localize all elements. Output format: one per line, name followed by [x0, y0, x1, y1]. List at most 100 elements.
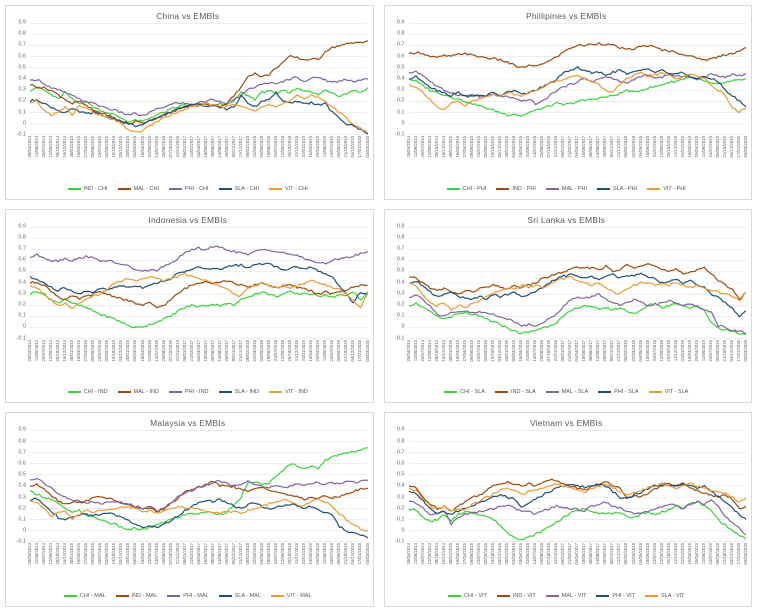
- x-tick-label: 31/05/2016: [524, 136, 530, 158]
- x-tick-label: 03/03/2020: [742, 543, 748, 565]
- x-tick-label: 31/07/2018: [651, 543, 657, 565]
- legend-line-swatch: [598, 391, 612, 394]
- legend-entry: MAL - SLA: [545, 389, 588, 395]
- x-tick-label: 18/04/2016: [517, 339, 523, 362]
- x-tick-label: 25/10/2018: [287, 136, 293, 158]
- x-tick-label: 27/04/2015: [461, 339, 467, 362]
- x-tick-label: 17/01/2020: [735, 136, 741, 158]
- x-tick-label: 18/05/2017: [202, 136, 208, 158]
- x-tick-label: 17/01/2020: [735, 543, 741, 565]
- legend-line-swatch: [644, 594, 658, 597]
- x-tick-label: 22/03/2018: [251, 543, 257, 565]
- y-tick-label: 0.8: [396, 437, 405, 444]
- x-tick-label: 22/03/2018: [630, 339, 636, 362]
- legend-label: SLA - IND: [234, 389, 259, 396]
- x-tick-label: 07/10/2016: [545, 136, 551, 158]
- y-tick-label: 0.5: [396, 267, 405, 274]
- y-tick-label: 0.1: [18, 108, 26, 115]
- x-axis-labels: 28/04/2014 11/06/2014 25/07/2014 12/09/2014…: [405, 542, 748, 589]
- y-axis-ticks: 0.9 0.8 0.7 0.6 0.5 0.4 0.3 0.2 0.1 0 -0.1: [8, 222, 30, 340]
- y-tick-label: 0.7: [18, 448, 26, 455]
- x-tick-label: 31/05/2016: [524, 543, 530, 565]
- chart-body: 0.9 0.8 0.7 0.6 0.5 0.4 0.3 0.2 0.1 0 -0.1 28/04/2…: [387, 427, 748, 601]
- x-tick-label: 11/06/2019: [322, 136, 328, 158]
- y-axis-ticks: 0.9 0.8 0.7 0.6 0.5 0.4 0.3 0.2 0.1 0 -0.1: [387, 427, 409, 544]
- x-tick-label: 30/06/2017: [588, 136, 594, 158]
- x-tick-label: 25/08/2016: [538, 543, 544, 565]
- x-tick-label: 21/10/2019: [721, 543, 727, 565]
- x-tick-label: 20/01/2016: [125, 136, 131, 158]
- x-tick-label: 04/12/2019: [728, 136, 734, 158]
- x-tick-label: 02/09/2015: [104, 136, 110, 158]
- y-tick-label: 0.1: [396, 312, 405, 319]
- x-tick-label: 04/03/2016: [510, 339, 516, 362]
- x-tick-label: 12/09/2018: [658, 543, 664, 565]
- x-tick-label: 25/08/2016: [160, 136, 166, 158]
- x-tick-label: 18/05/2017: [581, 543, 587, 565]
- x-tick-label: 18/06/2018: [265, 339, 271, 362]
- x-tick-label: 21/02/2017: [188, 339, 194, 362]
- y-tick-label: 0.3: [396, 290, 405, 297]
- x-tick-label: 27/04/2015: [461, 543, 467, 565]
- y-tick-label: 0.4: [18, 482, 26, 489]
- legend-entry: PHI - IND: [169, 389, 209, 395]
- y-tick-label: 0.9: [396, 19, 405, 26]
- legend-entry: CHI - SLA: [444, 389, 485, 395]
- y-tick-label: 0.1: [396, 516, 405, 523]
- legend-label: IND - CHI: [83, 185, 108, 192]
- x-tick-label: 29/04/2019: [315, 136, 321, 158]
- x-tick-label: 19/10/2015: [111, 136, 117, 158]
- x-tick-label: 11/06/2019: [700, 339, 706, 361]
- x-tick-label: 27/04/2015: [83, 543, 89, 565]
- x-tick-label: 30/01/2015: [69, 339, 75, 362]
- x-tick-label: 31/07/2018: [272, 543, 278, 565]
- x-tick-label: 24/07/2019: [329, 543, 335, 565]
- x-tick-label: 24/07/2019: [707, 543, 713, 565]
- x-tick-label: 21/12/2017: [237, 136, 243, 158]
- legend-line-swatch: [647, 187, 661, 190]
- y-tick-label: 0.8: [18, 30, 26, 37]
- y-axis-ticks: 0.9 0.8 0.7 0.6 0.5 0.4 0.3 0.2 0.1 0 -0.1: [387, 19, 409, 137]
- x-tick-label: 22/11/2016: [174, 136, 180, 158]
- x-tick-label: 12/09/2014: [426, 136, 432, 158]
- y-tick-label: 0.5: [396, 64, 405, 71]
- chart-body: 0.9 0.8 0.7 0.6 0.5 0.4 0.3 0.2 0.1 0 -0.1 28/04/2…: [387, 223, 748, 398]
- y-tick-label: 0.8: [396, 30, 405, 37]
- x-tick-label: 03/12/2015: [118, 339, 124, 362]
- x-tick-label: 07/10/2016: [167, 543, 173, 565]
- x-tick-label: 18/04/2016: [139, 339, 145, 362]
- legend-label: VIT - MAL: [286, 592, 312, 599]
- x-tick-label: 25/10/2018: [665, 339, 671, 362]
- y-tick-label: 0.1: [396, 108, 405, 115]
- chart-panel-sri-lanka: Sri Lanka vs EMBIs 0.9 0.8 0.7 0.6 0.5 0.4 0.3…: [383, 208, 752, 404]
- x-tick-label: 14/07/2016: [153, 136, 159, 158]
- legend-entry: VIT - PHI: [647, 186, 686, 192]
- x-tick-label: 04/03/2016: [510, 543, 516, 565]
- x-tick-label: 04/04/2017: [574, 339, 580, 362]
- legend-line-swatch: [496, 594, 510, 597]
- legend-line-swatch: [218, 187, 232, 190]
- x-tick-label: 04/03/2016: [510, 136, 516, 158]
- legend-entry: VIT - MAL: [270, 592, 312, 599]
- x-tick-label: 28/04/2014: [26, 339, 32, 362]
- x-tick-label: 31/01/2019: [679, 339, 685, 362]
- x-axis-labels: 28/04/2014 11/06/2014 25/07/2014 12/09/2014…: [405, 339, 748, 386]
- legend-entry: PHI - CHI: [169, 186, 209, 192]
- x-tick-label: 28/10/2014: [54, 543, 60, 565]
- line-plot: [408, 226, 746, 339]
- x-tick-label: 17/01/2020: [357, 136, 363, 158]
- x-tick-label: 11/12/2018: [294, 339, 300, 361]
- y-tick-label: 0: [401, 527, 405, 534]
- legend-entry: CHI - MAL: [63, 593, 106, 599]
- x-tick-label: 22/03/2018: [630, 543, 636, 565]
- legend-label: IND - SLA: [510, 389, 536, 396]
- x-tick-label: 03/03/2020: [364, 543, 370, 565]
- y-tick-label: 0.9: [18, 222, 26, 229]
- x-tick-label: 18/04/2016: [517, 543, 523, 565]
- x-tick-label: 09/06/2015: [468, 543, 474, 565]
- x-tick-label: 03/03/2020: [364, 136, 370, 158]
- x-tick-label: 02/09/2015: [104, 339, 110, 362]
- x-tick-label: 24/07/2019: [329, 339, 335, 362]
- x-tick-label: 30/06/2017: [209, 136, 215, 158]
- chart-legend: CHI - IND MAL - IND PHI - IND SLA - IND VIT …: [8, 386, 368, 398]
